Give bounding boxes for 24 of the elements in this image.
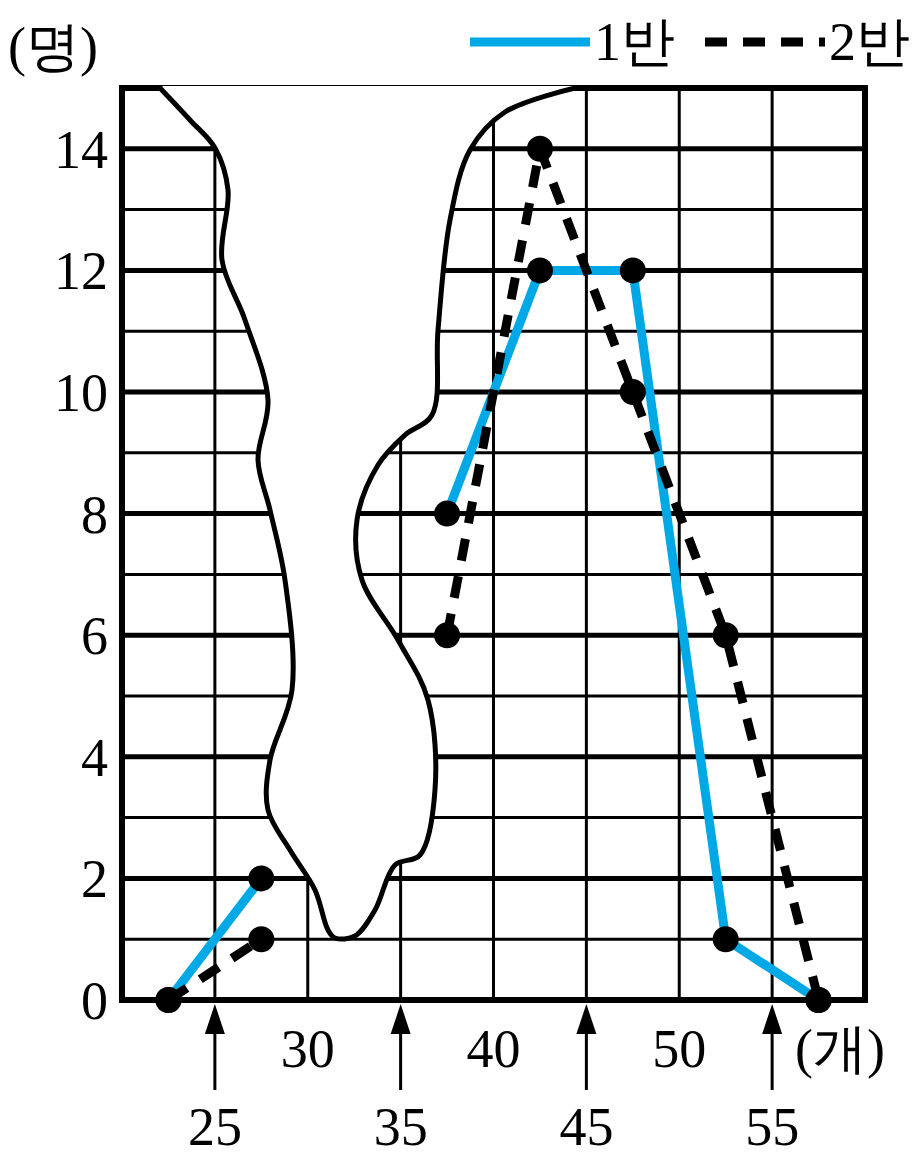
point: [248, 926, 275, 953]
text: 45: [559, 1097, 614, 1157]
y-tick-label: 10: [54, 362, 108, 423]
y-tick-label: 0: [81, 970, 108, 1031]
y-axis-title: (명): [8, 17, 98, 77]
x-tick-label: 50: [652, 1019, 707, 1079]
y-tick-label: 12: [54, 241, 108, 302]
x-tick-label: 30: [280, 1019, 335, 1079]
y-tick-label: 14: [54, 119, 108, 180]
legend-label: 1반: [594, 12, 675, 72]
y-tick-label: 4: [81, 727, 108, 788]
x-tick-label: 40: [466, 1019, 521, 1079]
text: 25: [187, 1097, 242, 1157]
text: 55: [745, 1097, 800, 1157]
point: [434, 622, 461, 649]
legend-label: 2반: [829, 12, 910, 72]
y-tick-label: 8: [81, 484, 108, 545]
point: [526, 135, 553, 162]
x-axis-title: (개): [795, 1019, 885, 1079]
point: [619, 379, 646, 405]
point: [712, 622, 739, 649]
y-tick-label: 2: [81, 849, 108, 910]
text: 35: [373, 1097, 428, 1157]
y-tick-label: 6: [81, 606, 108, 667]
